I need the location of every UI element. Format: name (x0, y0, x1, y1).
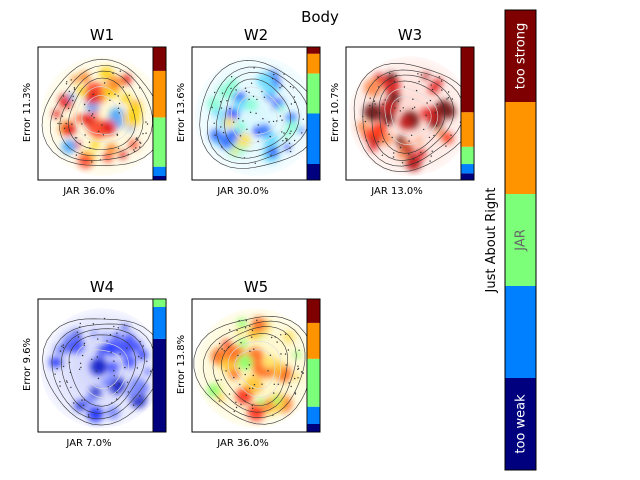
y-axis-label: Error 10.7% (330, 83, 341, 142)
heat-spots (49, 324, 151, 423)
colorbar-band-4 (505, 10, 536, 102)
colorbar: too weak JAR too strong Just About Right (484, 9, 537, 471)
scatter-points (215, 319, 304, 416)
bar-segment-1 (153, 307, 166, 339)
colorbar-band-2 (505, 194, 536, 286)
heat-spots (52, 66, 143, 169)
heat-spots (207, 317, 301, 422)
y-axis-label: Error 13.6% (176, 83, 187, 142)
colorbar-band-label: JAR (514, 229, 529, 252)
bar-segment-2 (153, 117, 166, 167)
x-axis-label: JAR 36.0% (216, 438, 269, 449)
colorbar-band-1 (505, 286, 536, 378)
bar-segment-1 (307, 113, 320, 164)
heat-spots (207, 70, 304, 163)
x-axis-label: JAR 36.0% (62, 186, 115, 197)
bar-segment-4 (461, 47, 474, 113)
bar-segment-3 (307, 53, 320, 74)
bar-segment-0 (307, 164, 320, 180)
panel-title: W4 (90, 278, 114, 296)
figure-title: Body (301, 8, 339, 26)
bar-segment-3 (307, 322, 320, 359)
bar-segment-2 (153, 299, 166, 307)
contour-lines (199, 59, 319, 169)
bar-segment-1 (461, 164, 474, 174)
bar-segment-2 (307, 73, 320, 114)
colorbar-band-0 (505, 378, 536, 470)
contour-lines (193, 315, 314, 425)
panel-title: W5 (244, 278, 268, 296)
bar-segment-2 (461, 146, 474, 165)
bar-segment-0 (153, 176, 166, 180)
y-axis-label: Error 13.8% (176, 335, 187, 394)
bar-segment-1 (307, 406, 320, 424)
bar-segment-1 (153, 166, 166, 176)
panel-title: W3 (398, 26, 422, 44)
panel-w5: W5 JAR 36.0% Error 13.8% (176, 278, 321, 449)
scatter-points (211, 67, 304, 164)
panel-w2: W2 JAR 30.0% Error 13.6% (176, 26, 321, 197)
bar-segment-4 (307, 299, 320, 323)
bar-segment-4 (307, 47, 320, 54)
y-axis-label: Error 11.3% (22, 83, 33, 142)
colorbar-label: Just About Right (484, 188, 499, 294)
x-axis-label: JAR 7.0% (65, 438, 111, 449)
scatter-points (362, 72, 462, 164)
bar-segment-0 (153, 338, 166, 432)
bar-segment-0 (461, 173, 474, 180)
colorbar-band-label: too weak (514, 394, 529, 454)
bar-segment-2 (307, 358, 320, 407)
bar-segment-4 (153, 47, 166, 71)
panel-title: W2 (244, 26, 268, 44)
contour-lines (42, 318, 163, 426)
y-axis-label: Error 9.6% (22, 338, 33, 391)
bar-segment-0 (307, 424, 320, 432)
panel-w3: W3 JAR 13.0% Error 10.7% (330, 26, 475, 197)
bar-segment-3 (153, 70, 166, 118)
x-axis-label: JAR 13.0% (370, 186, 423, 197)
colorbar-band-label: too strong (514, 23, 529, 90)
panel-w4: W4 JAR 7.0% Error 9.6% (22, 278, 167, 449)
panel-w1: W1 JAR 36.0% Error 11.3% (22, 26, 167, 197)
colorbar-band-3 (505, 102, 536, 194)
scatter-points (54, 317, 152, 417)
scatter-points (55, 70, 154, 163)
panel-title: W1 (90, 26, 114, 44)
panels: W1 JAR 36.0% Error 11.3% W2 JAR 30.0% Error 1… (22, 26, 475, 449)
x-axis-label: JAR 30.0% (216, 186, 269, 197)
contour-lines (41, 58, 163, 166)
bar-segment-3 (461, 112, 474, 147)
